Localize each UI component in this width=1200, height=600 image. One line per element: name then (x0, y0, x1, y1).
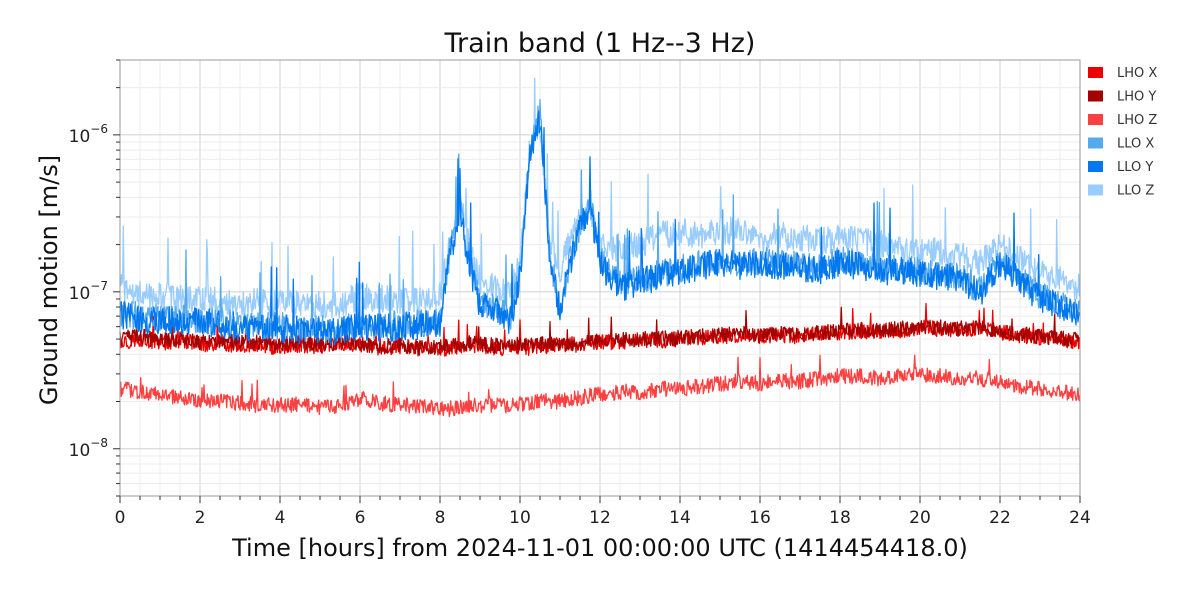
legend: LHO X LHO Y LHO Z LLO X LLO Y LLO Z (1088, 66, 1157, 199)
legend-label: LHO Z (1117, 113, 1157, 128)
legend-label: LHO X (1117, 66, 1157, 81)
legend-swatch (1088, 67, 1103, 78)
series-line-llo-y (119, 110, 1081, 346)
chart-title: Train band (1 Hz--3 Hz) (444, 28, 756, 59)
x-tick-label: 22 (989, 508, 1011, 528)
series-line-lho-y (119, 306, 1081, 356)
x-tick-label: 4 (275, 508, 286, 528)
x-tick-label: 16 (749, 508, 771, 528)
y-tick-label: 10−6 (69, 122, 108, 147)
legend-label: LLO Z (1117, 184, 1154, 199)
x-tick-label: 0 (115, 508, 126, 528)
x-tick-label: 6 (355, 508, 366, 528)
y-tick-label: 10−7 (69, 279, 108, 304)
legend-label: LLO Y (1117, 160, 1153, 175)
x-tick-label: 24 (1069, 508, 1091, 528)
legend-label: LHO Y (1117, 90, 1156, 105)
legend-swatch (1088, 90, 1103, 102)
x-tick-label: 14 (669, 508, 691, 528)
x-axis-title: Time [hours] from 2024-11-01 00:00:00 UT… (231, 534, 968, 562)
y-axis-title: Ground motion [m/s] (35, 155, 63, 405)
x-tick-label: 20 (909, 508, 931, 528)
legend-swatch (1088, 137, 1103, 149)
series-layer (119, 77, 1081, 418)
y-tick-label: 10−8 (69, 436, 108, 461)
series-line-lho-z (119, 354, 1081, 418)
x-tick-label: 12 (589, 508, 611, 528)
legend-swatch (1088, 184, 1103, 196)
x-tick-label: 10 (509, 508, 531, 528)
legend-swatch (1088, 114, 1103, 125)
legend-label: LLO X (1117, 137, 1154, 152)
x-tick-label: 8 (435, 508, 446, 528)
x-tick-label: 2 (195, 508, 206, 528)
x-tick-label: 18 (829, 508, 851, 528)
legend-swatch (1088, 161, 1103, 172)
